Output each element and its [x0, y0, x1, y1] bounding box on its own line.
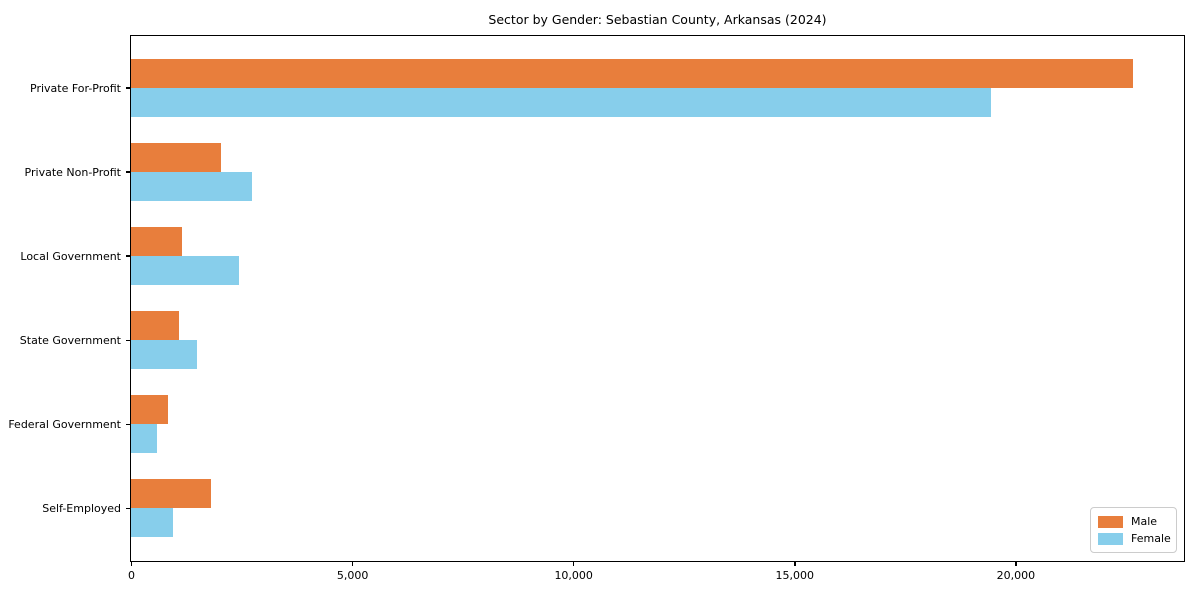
plot-area	[130, 35, 1185, 562]
legend: Male Female	[1090, 507, 1177, 553]
legend-swatch-male	[1098, 515, 1123, 528]
bar-female-local-government	[131, 255, 239, 285]
bar-female-private-for-profit	[131, 87, 992, 117]
bar-male-private-non-profit	[131, 142, 221, 172]
bar-male-private-for-profit	[131, 58, 1133, 88]
bar-male-federal-government	[131, 394, 168, 424]
x-axis-label: 5,000	[336, 569, 369, 582]
x-tick-mark	[1015, 562, 1017, 566]
bar-female-federal-government	[131, 423, 158, 453]
legend-entry-female: Female	[1098, 532, 1171, 545]
y-axis-label-self-employed: Self-Employed	[42, 502, 121, 515]
x-axis-label: 0	[128, 569, 135, 582]
legend-label-male: Male	[1131, 515, 1158, 528]
bar-female-private-non-profit	[131, 171, 252, 201]
x-axis-label: 20,000	[996, 569, 1036, 582]
y-axis-label-local-government: Local Government	[20, 249, 121, 263]
x-axis-label: 10,000	[554, 569, 593, 582]
x-tick-mark	[130, 562, 133, 566]
bar-male-self-employed	[131, 479, 211, 508]
legend-label-female: Female	[1131, 532, 1171, 545]
y-axis-label-private-non-profit: Private Non-Profit	[24, 165, 121, 179]
y-axis-label-private-for-profit: Private For-Profit	[30, 81, 121, 95]
y-tick-mark	[126, 255, 130, 257]
x-axis-label: 15,000	[775, 569, 815, 582]
y-tick-mark	[126, 171, 130, 173]
x-tick-mark	[794, 562, 796, 566]
x-tick-mark	[572, 562, 575, 566]
bar-male-local-government	[131, 226, 182, 256]
y-tick-mark	[126, 507, 130, 510]
y-tick-mark	[126, 339, 130, 342]
legend-entry-male: Male	[1098, 515, 1169, 528]
y-tick-mark	[126, 87, 130, 89]
y-axis-label-federal-government: Federal Government	[8, 417, 121, 431]
chart-title: Sector by Gender: Sebastian County, Arka…	[488, 12, 827, 27]
x-tick-mark	[351, 562, 354, 566]
bar-female-self-employed	[131, 508, 173, 537]
bar-male-state-government	[131, 310, 179, 340]
y-axis-label-state-government: State Government	[19, 333, 121, 347]
bar-female-state-government	[131, 339, 197, 369]
y-tick-mark	[126, 423, 130, 426]
legend-swatch-female	[1098, 532, 1123, 545]
